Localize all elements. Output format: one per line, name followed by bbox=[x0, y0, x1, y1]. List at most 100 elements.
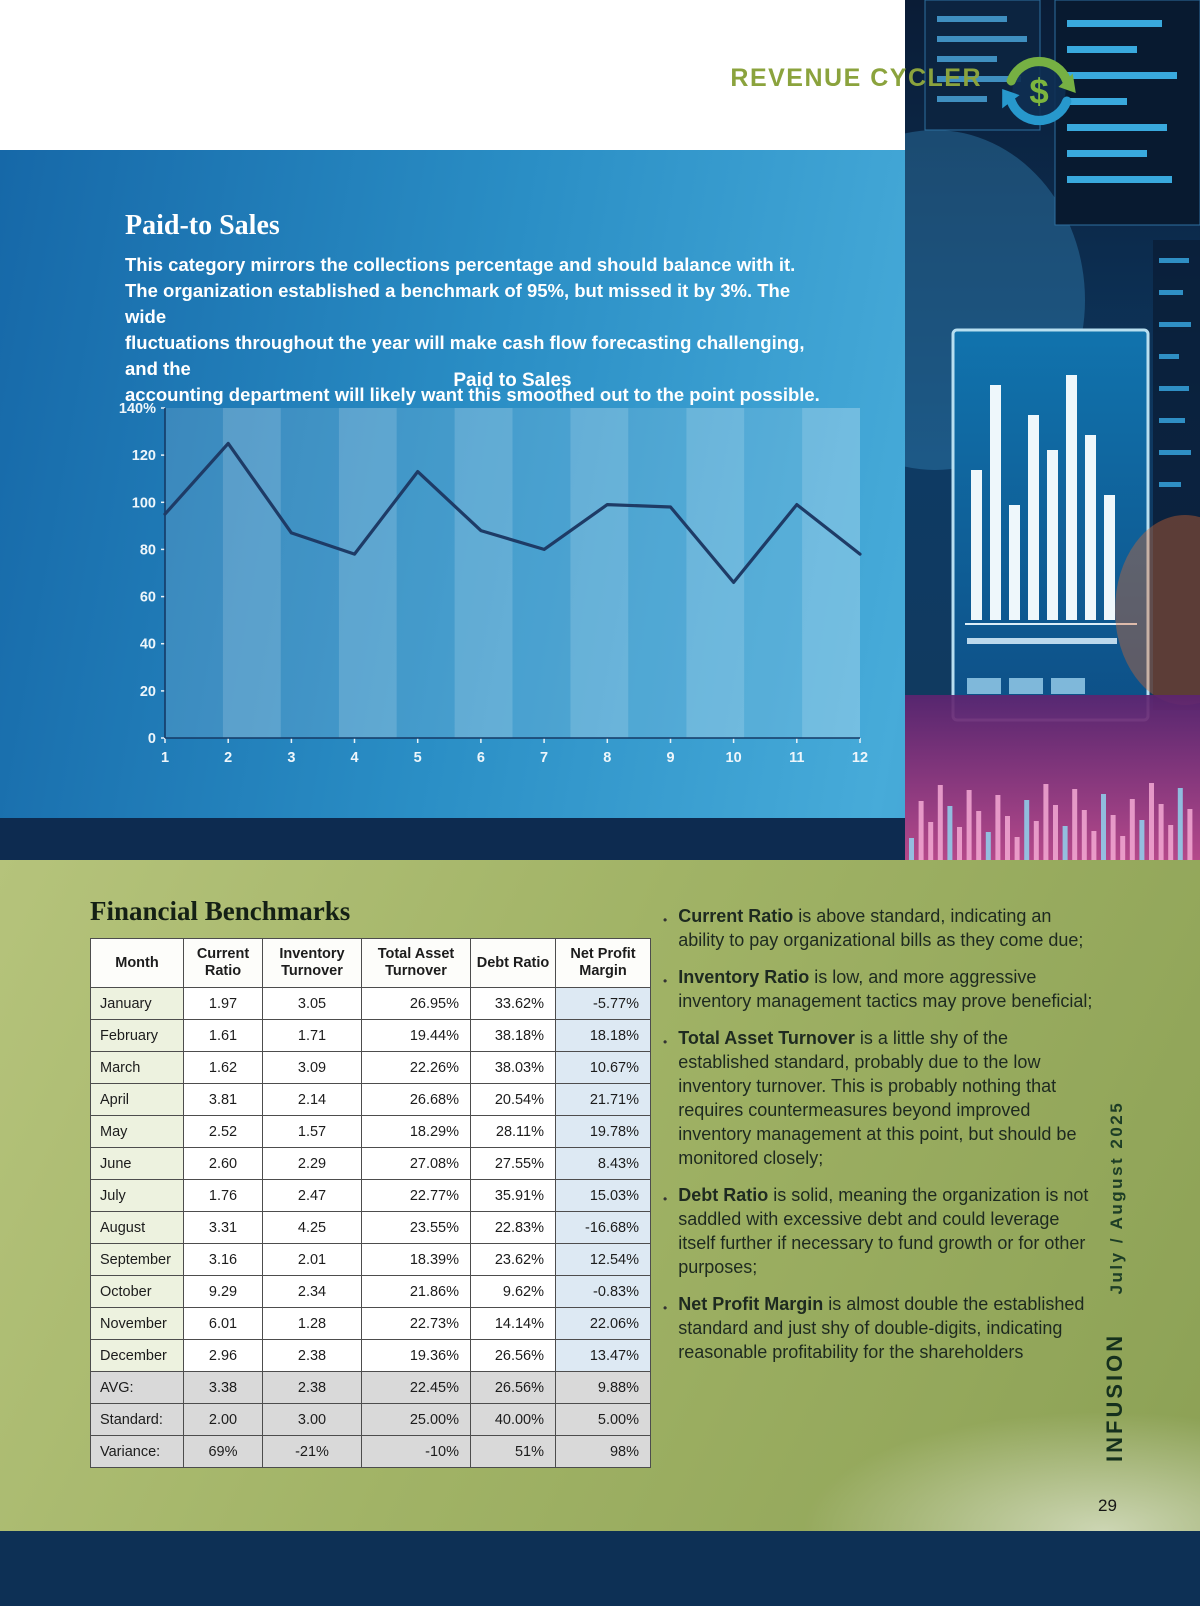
table-header: Month Current Ratio Inventory Turnover Tota… bbox=[90, 938, 651, 988]
table-cell: 26.68% bbox=[361, 1083, 471, 1116]
table-cell: March bbox=[90, 1051, 184, 1084]
benchmarks-table: Month Current Ratio Inventory Turnover Tota… bbox=[90, 938, 651, 1468]
table-row: December 2.96 2.38 19.36% 26.56% 13.47% bbox=[90, 1339, 651, 1372]
svg-text:120: 120 bbox=[132, 448, 156, 464]
table-cell: Standard: bbox=[90, 1403, 184, 1436]
financial-benchmarks-section: Financial Benchmarks Month Current Ratio I… bbox=[0, 860, 1200, 1531]
table-cell: 22.26% bbox=[361, 1051, 471, 1084]
table-cell: 22.45% bbox=[361, 1371, 471, 1404]
table-row: AVG: 3.38 2.38 22.45% 26.56% 9.88% bbox=[90, 1371, 651, 1404]
table-cell: 1.57 bbox=[262, 1115, 362, 1148]
bullet-marker-icon: • bbox=[663, 1301, 668, 1315]
svg-text:4: 4 bbox=[350, 750, 358, 766]
table-cell: 18.18% bbox=[555, 1019, 651, 1052]
bullet-marker-icon: • bbox=[663, 1035, 668, 1049]
table-cell: 3.81 bbox=[183, 1083, 263, 1116]
table-cell: November bbox=[90, 1307, 184, 1340]
table-header-row: Month Current Ratio Inventory Turnover Tota… bbox=[90, 938, 651, 988]
analysis-bullet: • Debt Ratio is solid, meaning the organi… bbox=[663, 1183, 1093, 1279]
svg-text:6: 6 bbox=[477, 750, 485, 766]
svg-text:$: $ bbox=[1029, 73, 1048, 111]
revenue-cycle-icon: $ bbox=[1002, 56, 1076, 126]
chart-title: Paid to Sales bbox=[453, 370, 572, 391]
table-cell: 9.62% bbox=[470, 1275, 556, 1308]
table-cell: 27.55% bbox=[470, 1147, 556, 1180]
table-cell: 3.16 bbox=[183, 1243, 263, 1276]
table-row: May 2.52 1.57 18.29% 28.11% 19.78% bbox=[90, 1115, 651, 1148]
column-header: Inventory Turnover bbox=[262, 938, 362, 988]
table-row: November 6.01 1.28 22.73% 14.14% 22.06% bbox=[90, 1307, 651, 1340]
table-cell: 2.34 bbox=[262, 1275, 362, 1308]
table-row: March 1.62 3.09 22.26% 38.03% 10.67% bbox=[90, 1051, 651, 1084]
paid-to-sales-chart: Paid to Sales 0 20 40 60 80 100 120 140% 1 2 3 4 5 6 7… bbox=[115, 370, 875, 769]
table-row: January 1.97 3.05 26.95% 33.62% -5.77% bbox=[90, 987, 651, 1020]
table-cell: 22.06% bbox=[555, 1307, 651, 1340]
table-cell: 1.62 bbox=[183, 1051, 263, 1084]
table-cell: May bbox=[90, 1115, 184, 1148]
table-cell: AVG: bbox=[90, 1371, 184, 1404]
infusion-logo: INFUSION bbox=[1102, 1332, 1127, 1462]
table-cell: 2.01 bbox=[262, 1243, 362, 1276]
bullet-marker-icon: • bbox=[663, 974, 668, 988]
table-cell: 18.39% bbox=[361, 1243, 471, 1276]
table-cell: 3.05 bbox=[262, 987, 362, 1020]
table-cell: 2.52 bbox=[183, 1115, 263, 1148]
issue-date: July / August 2025 bbox=[1107, 1100, 1126, 1295]
column-header: Total Asset Turnover bbox=[361, 938, 471, 988]
table-cell: 15.03% bbox=[555, 1179, 651, 1212]
table-row: Standard: 2.00 3.00 25.00% 40.00% 5.00% bbox=[90, 1403, 651, 1436]
table-cell: 27.08% bbox=[361, 1147, 471, 1180]
table-cell: 21.71% bbox=[555, 1083, 651, 1116]
table-row: July 1.76 2.47 22.77% 35.91% 15.03% bbox=[90, 1179, 651, 1212]
table-cell: -10% bbox=[361, 1435, 471, 1468]
table-cell: 3.09 bbox=[262, 1051, 362, 1084]
table-cell: 2.00 bbox=[183, 1403, 263, 1436]
table-cell: 9.88% bbox=[555, 1371, 651, 1404]
svg-text:3: 3 bbox=[287, 750, 295, 766]
table-cell: June bbox=[90, 1147, 184, 1180]
table-cell: 8.43% bbox=[555, 1147, 651, 1180]
column-header: Net Profit Margin bbox=[555, 938, 651, 988]
bullet-text: Net Profit Margin is almost double the e… bbox=[678, 1294, 1085, 1362]
table-cell: February bbox=[90, 1019, 184, 1052]
table-cell: 26.56% bbox=[470, 1339, 556, 1372]
table-cell: 51% bbox=[470, 1435, 556, 1468]
table-cell: 2.96 bbox=[183, 1339, 263, 1372]
bullet-text: Inventory Ratio is low, and more aggress… bbox=[678, 967, 1093, 1011]
table-cell: 4.25 bbox=[262, 1211, 362, 1244]
table-cell: 19.44% bbox=[361, 1019, 471, 1052]
page-header-brand: REVENUE CYCLER bbox=[730, 64, 982, 92]
table-cell: 19.36% bbox=[361, 1339, 471, 1372]
table-cell: July bbox=[90, 1179, 184, 1212]
section-paragraph: This category mirrors the collections pe… bbox=[125, 254, 820, 405]
table-body: January 1.97 3.05 26.95% 33.62% -5.77% Februar… bbox=[90, 987, 651, 1468]
table-cell: 1.28 bbox=[262, 1307, 362, 1340]
table-cell: 2.14 bbox=[262, 1083, 362, 1116]
bullet-text: Current Ratio is above standard, indicat… bbox=[678, 906, 1084, 950]
table-cell: 22.83% bbox=[470, 1211, 556, 1244]
table-cell: 2.47 bbox=[262, 1179, 362, 1212]
table-cell: 22.77% bbox=[361, 1179, 471, 1212]
svg-text:20: 20 bbox=[140, 684, 156, 700]
table-cell: -0.83% bbox=[555, 1275, 651, 1308]
column-header: Current Ratio bbox=[183, 938, 263, 988]
table-cell: 12.54% bbox=[555, 1243, 651, 1276]
table-row: October 9.29 2.34 21.86% 9.62% -0.83% bbox=[90, 1275, 651, 1308]
table-cell: January bbox=[90, 987, 184, 1020]
svg-text:80: 80 bbox=[140, 542, 156, 558]
table-cell: October bbox=[90, 1275, 184, 1308]
table-cell: Variance: bbox=[90, 1435, 184, 1468]
bullet-text: Total Asset Turnover is a little shy of … bbox=[678, 1028, 1077, 1168]
table-cell: 13.47% bbox=[555, 1339, 651, 1372]
table-cell: 5.00% bbox=[555, 1403, 651, 1436]
svg-text:2: 2 bbox=[224, 750, 232, 766]
table-cell: 22.73% bbox=[361, 1307, 471, 1340]
section-title: Paid-to Sales bbox=[125, 210, 280, 241]
svg-text:60: 60 bbox=[140, 590, 156, 606]
analysis-bullet-list: • Current Ratio is above standard, indica… bbox=[663, 904, 1093, 1377]
table-cell: 2.60 bbox=[183, 1147, 263, 1180]
column-header: Debt Ratio bbox=[470, 938, 556, 988]
svg-text:1: 1 bbox=[161, 750, 169, 766]
column-header: Month bbox=[90, 938, 184, 988]
